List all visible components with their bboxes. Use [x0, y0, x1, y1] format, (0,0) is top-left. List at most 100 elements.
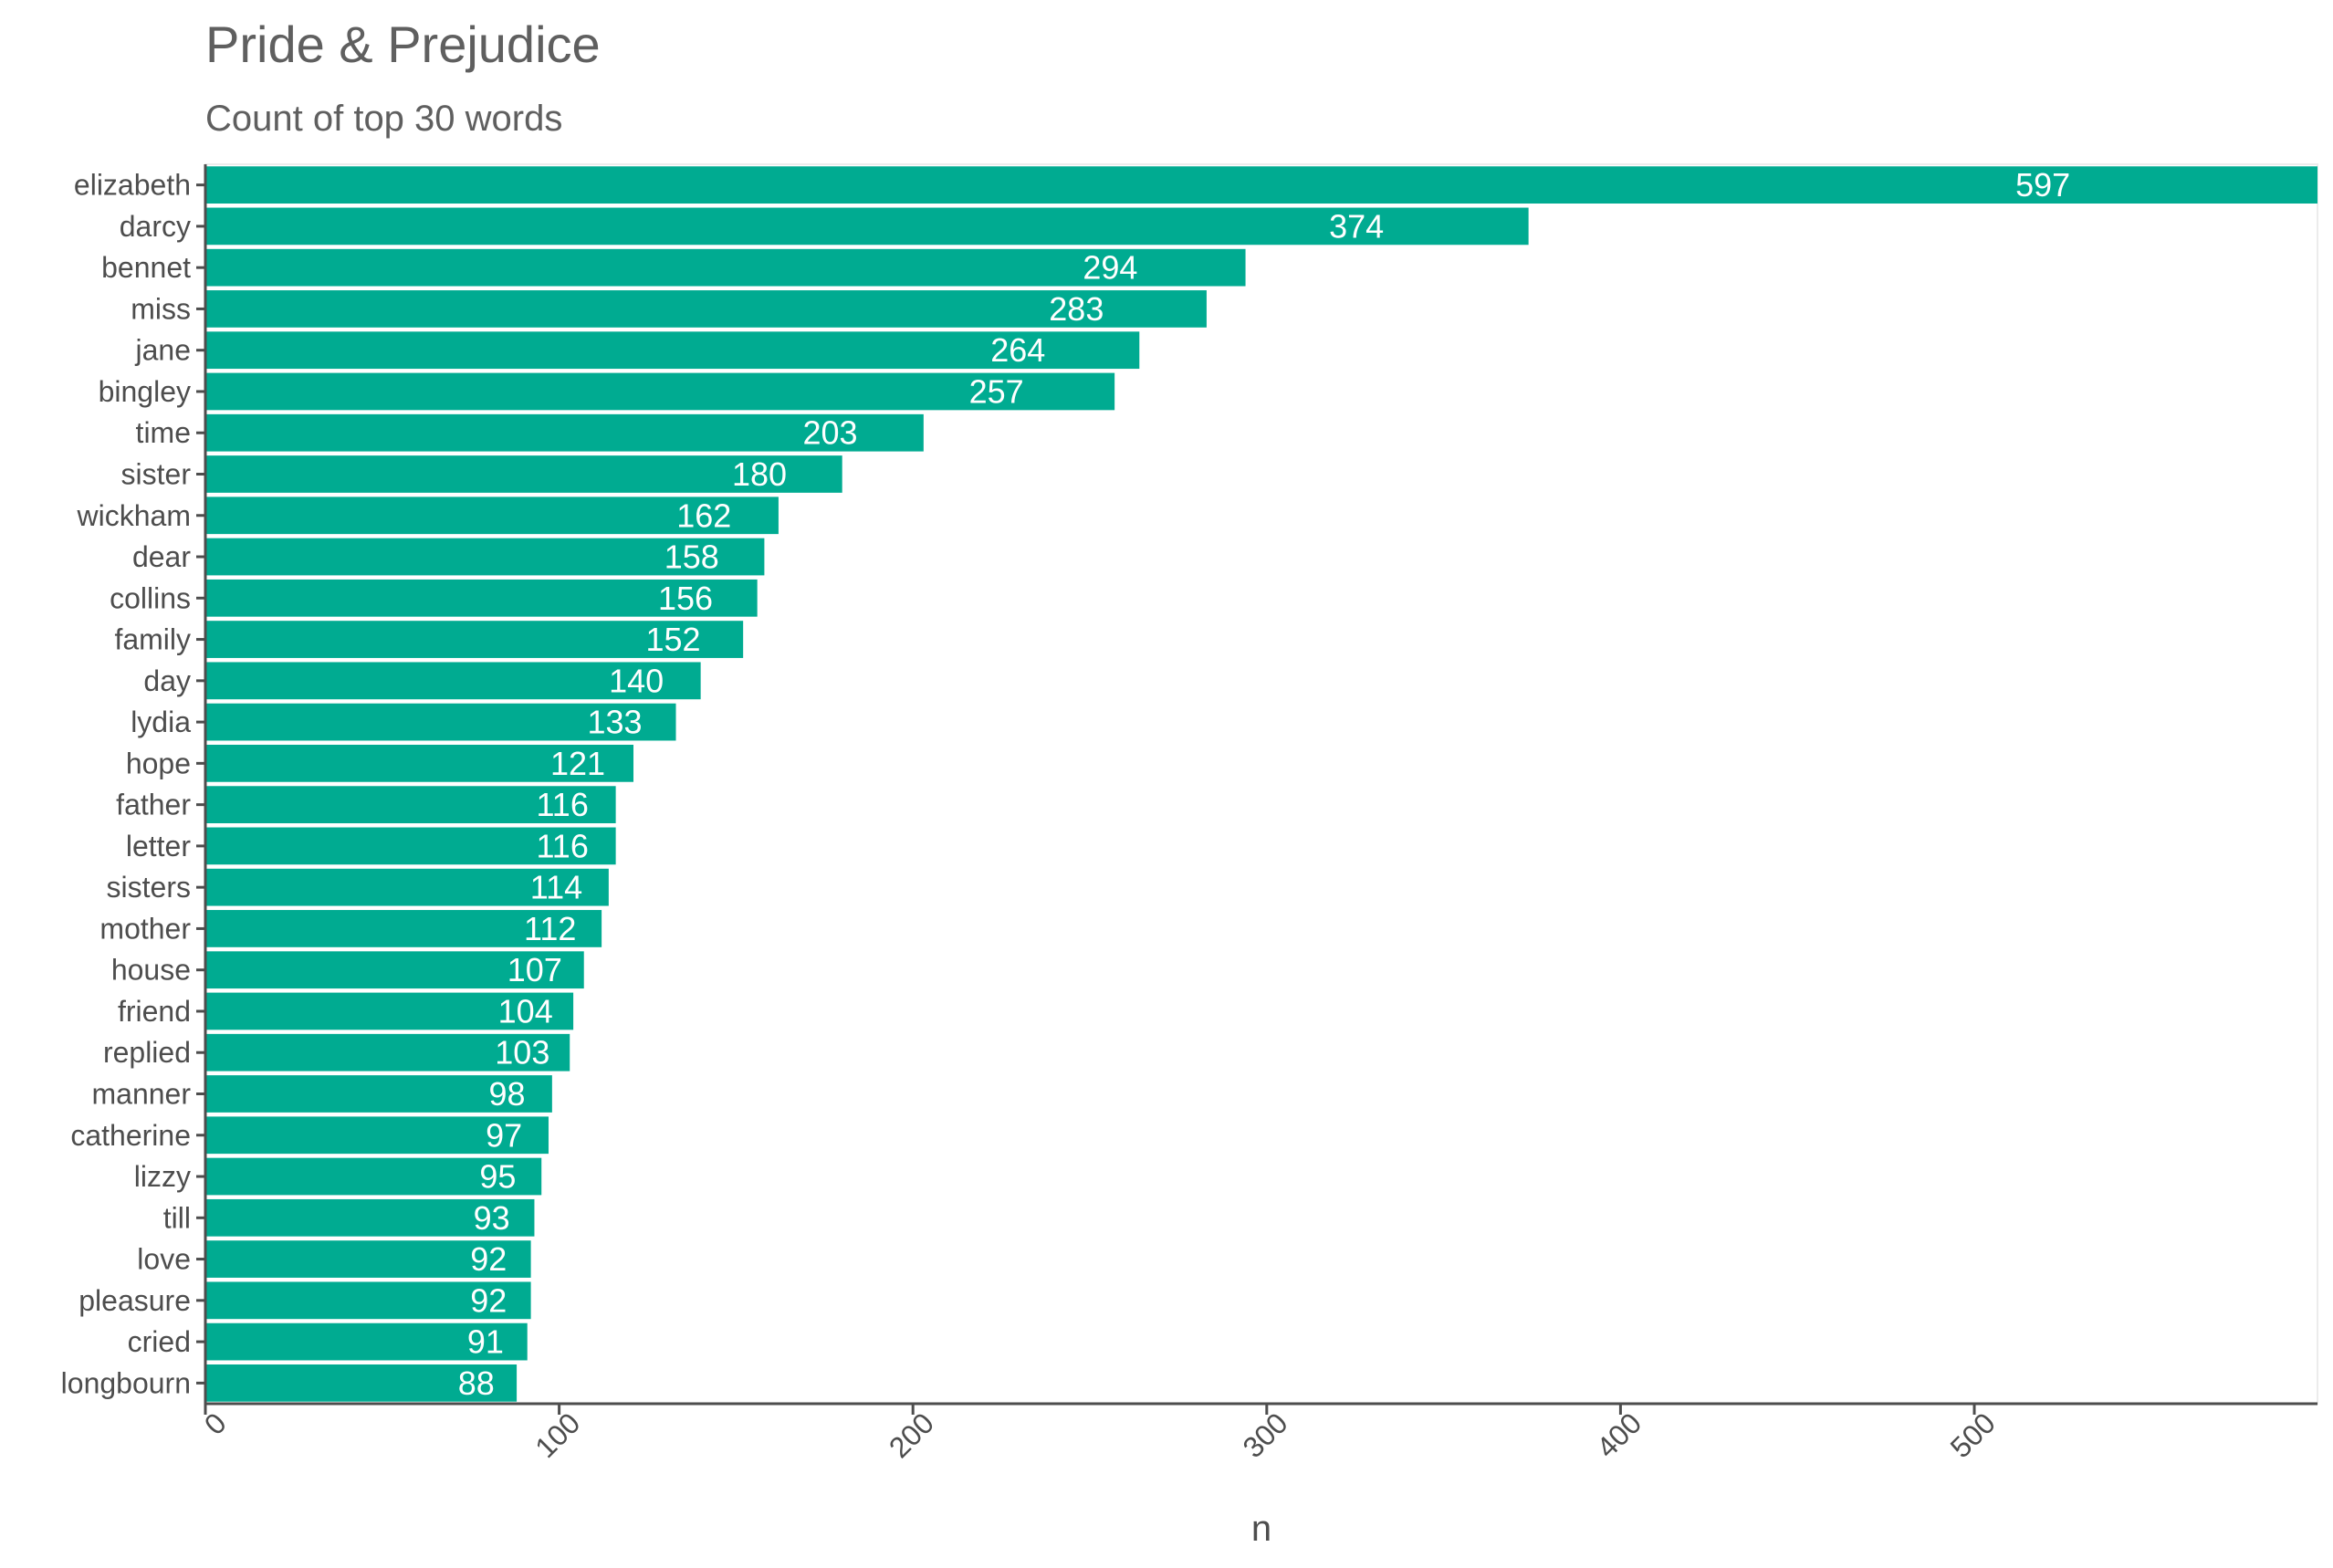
- category-label-darcy: darcy: [120, 210, 191, 243]
- bar-value-label-letter: 116: [536, 827, 588, 864]
- chart-title: Pride & Prejudice: [205, 16, 601, 73]
- category-label-sisters: sisters: [107, 871, 191, 904]
- bar-cried: [205, 1322, 528, 1361]
- category-label-dear: dear: [132, 540, 191, 573]
- bar-value-label-house: 107: [507, 951, 562, 988]
- bar-hope: [205, 744, 634, 782]
- bar-value-label-collins: 156: [658, 580, 713, 617]
- x-tick-label-400: 400: [1590, 1406, 1648, 1464]
- category-label-manner: manner: [92, 1078, 192, 1111]
- bar-value-label-longbourn: 88: [458, 1364, 495, 1402]
- bar-value-label-bennet: 294: [1083, 249, 1137, 287]
- category-label-family: family: [114, 623, 191, 656]
- bar-friend: [205, 992, 574, 1030]
- bar-time: [205, 413, 924, 452]
- x-tick-label-200: 200: [883, 1406, 940, 1464]
- category-label-bennet: bennet: [101, 251, 191, 284]
- bar-manner: [205, 1075, 552, 1113]
- bar-value-label-jane: 264: [990, 331, 1045, 369]
- category-label-cried: cried: [128, 1325, 191, 1358]
- bar-value-label-love: 92: [470, 1240, 507, 1278]
- category-label-lizzy: lizzy: [134, 1160, 191, 1193]
- bar-catherine: [205, 1116, 549, 1155]
- bar-value-label-cried: 91: [467, 1323, 504, 1361]
- category-label-longbourn: longbourn: [61, 1366, 191, 1399]
- bar-bingley: [205, 372, 1115, 411]
- bar-value-label-day: 140: [609, 662, 664, 699]
- bar-darcy: [205, 207, 1529, 246]
- category-label-time: time: [136, 416, 191, 449]
- chart-subtitle: Count of top 30 words: [205, 99, 562, 139]
- bar-father: [205, 786, 616, 824]
- x-tick-label-500: 500: [1944, 1406, 2002, 1464]
- bar-dear: [205, 538, 765, 576]
- bar-lizzy: [205, 1157, 542, 1196]
- category-label-letter: letter: [126, 830, 191, 862]
- bar-value-label-wickham: 162: [676, 497, 731, 534]
- bar-family: [205, 621, 744, 658]
- bar-value-label-catherine: 97: [486, 1116, 522, 1154]
- bar-value-label-sisters: 114: [530, 869, 582, 906]
- bar-love: [205, 1240, 531, 1278]
- category-label-miss: miss: [131, 292, 191, 325]
- bar-value-label-friend: 104: [498, 992, 553, 1030]
- bar-longbourn: [205, 1364, 518, 1402]
- x-tick-label-300: 300: [1236, 1406, 1293, 1464]
- bar-sister: [205, 455, 842, 493]
- category-label-till: till: [163, 1201, 191, 1234]
- bar-value-label-elizabeth: 597: [2015, 166, 2070, 204]
- bar-replied: [205, 1033, 570, 1071]
- category-label-catherine: catherine: [70, 1119, 191, 1152]
- category-label-hope: hope: [126, 747, 191, 779]
- bar-mother: [205, 910, 602, 947]
- bar-jane: [205, 331, 1140, 370]
- category-label-house: house: [111, 954, 191, 987]
- bar-collins: [205, 579, 758, 617]
- category-label-wickham: wickham: [77, 499, 191, 532]
- category-label-mother: mother: [99, 912, 191, 945]
- category-label-love: love: [137, 1243, 191, 1276]
- category-label-pleasure: pleasure: [78, 1284, 191, 1317]
- bar-lydia: [205, 703, 676, 741]
- x-tick-label-100: 100: [528, 1406, 586, 1464]
- bar-value-label-lydia: 133: [587, 704, 642, 741]
- bar-value-label-family: 152: [646, 621, 701, 658]
- bar-letter: [205, 827, 616, 865]
- bars-group: [205, 166, 2317, 1402]
- category-label-elizabeth: elizabeth: [74, 169, 191, 202]
- bar-sisters: [205, 868, 609, 906]
- category-label-jane: jane: [135, 334, 192, 367]
- bar-pleasure: [205, 1281, 531, 1320]
- bar-value-label-bingley: 257: [969, 372, 1024, 410]
- bar-value-label-replied: 103: [495, 1034, 549, 1071]
- bar-bennet: [205, 248, 1246, 287]
- bar-value-label-father: 116: [536, 786, 588, 823]
- bar-value-label-dear: 158: [664, 538, 719, 576]
- bar-value-label-manner: 98: [488, 1075, 525, 1113]
- bar-elizabeth: [205, 166, 2317, 204]
- bar-value-label-mother: 112: [524, 910, 576, 947]
- bar-day: [205, 662, 701, 700]
- x-tick-label-0: 0: [198, 1406, 233, 1441]
- bar-value-label-sister: 180: [732, 455, 787, 493]
- bar-value-label-hope: 121: [550, 745, 605, 782]
- category-labels: elizabeth darcy bennet miss jane bingley time s…: [61, 169, 205, 1399]
- category-label-father: father: [116, 789, 191, 821]
- bar-value-label-pleasure: 92: [470, 1281, 507, 1319]
- category-label-replied: replied: [103, 1036, 191, 1069]
- category-label-sister: sister: [121, 458, 192, 491]
- category-label-bingley: bingley: [99, 375, 191, 408]
- x-axis-title: n: [1251, 1509, 1271, 1549]
- x-axis-ticks: 0 100 200 300 400 500: [198, 1404, 2002, 1464]
- bar-value-label-time: 203: [803, 414, 858, 452]
- category-label-lydia: lydia: [131, 706, 191, 738]
- category-label-day: day: [143, 664, 191, 697]
- bar-value-label-miss: 283: [1049, 290, 1104, 328]
- category-label-friend: friend: [118, 995, 191, 1028]
- category-label-collins: collins: [110, 581, 191, 614]
- bar-house: [205, 951, 584, 989]
- bar-value-label-lizzy: 95: [479, 1158, 516, 1196]
- bar-till: [205, 1198, 535, 1237]
